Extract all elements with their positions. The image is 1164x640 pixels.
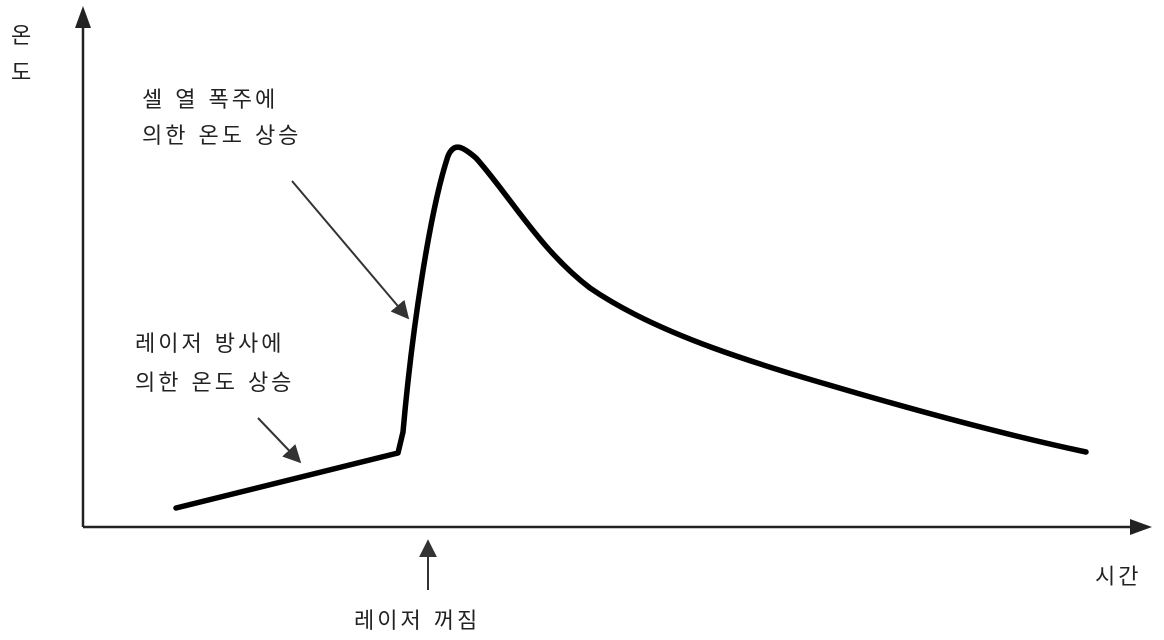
thermal-runaway-label-line-1: 셀 열 폭주에 [142,88,278,113]
temperature-curve [173,144,1089,511]
x-axis-label: 시간 [1095,565,1141,590]
y-axis-label-line-2: 도 [11,61,34,86]
x-axis-arrow-icon [1130,519,1152,535]
laser-off-label: 레이저 꺼짐 [354,609,480,634]
y-axis-label-line-1: 온 [11,24,34,49]
thermal-runaway-arrow [291,180,410,320]
laser-heating-label-line-2: 의한 온도 상승 [135,371,294,396]
thermal-runaway-label-line-2: 의한 온도 상승 [142,124,301,149]
laser-heating-arrow [257,417,302,464]
laser-heating-label-line-1: 레이저 방사에 [135,332,284,357]
y-axis-arrow-icon [75,6,91,28]
axes [75,6,1152,535]
